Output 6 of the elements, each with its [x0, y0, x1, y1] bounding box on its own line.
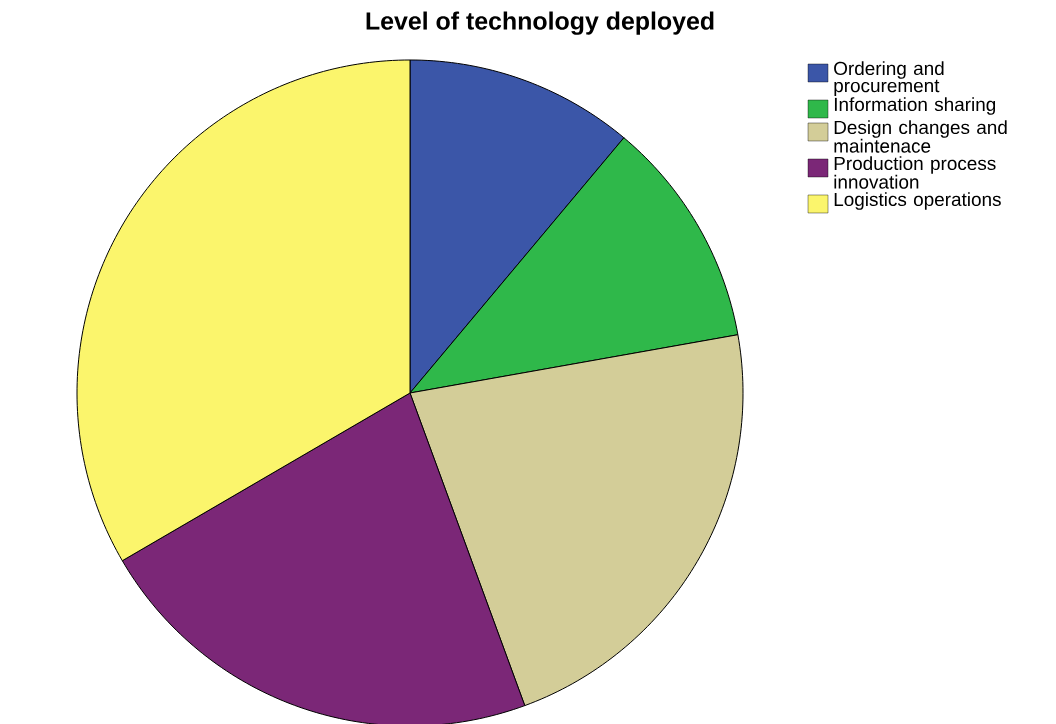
legend-label: Information sharing [834, 97, 996, 115]
legend-label: Ordering and procurement [834, 61, 944, 96]
legend-label: Logistics operations [834, 192, 1001, 210]
legend-label: Design changes and maintenace [834, 120, 1007, 153]
legend-label: Production process innovation [834, 156, 996, 189]
chart-title: Level of technology deployed [366, 11, 714, 35]
